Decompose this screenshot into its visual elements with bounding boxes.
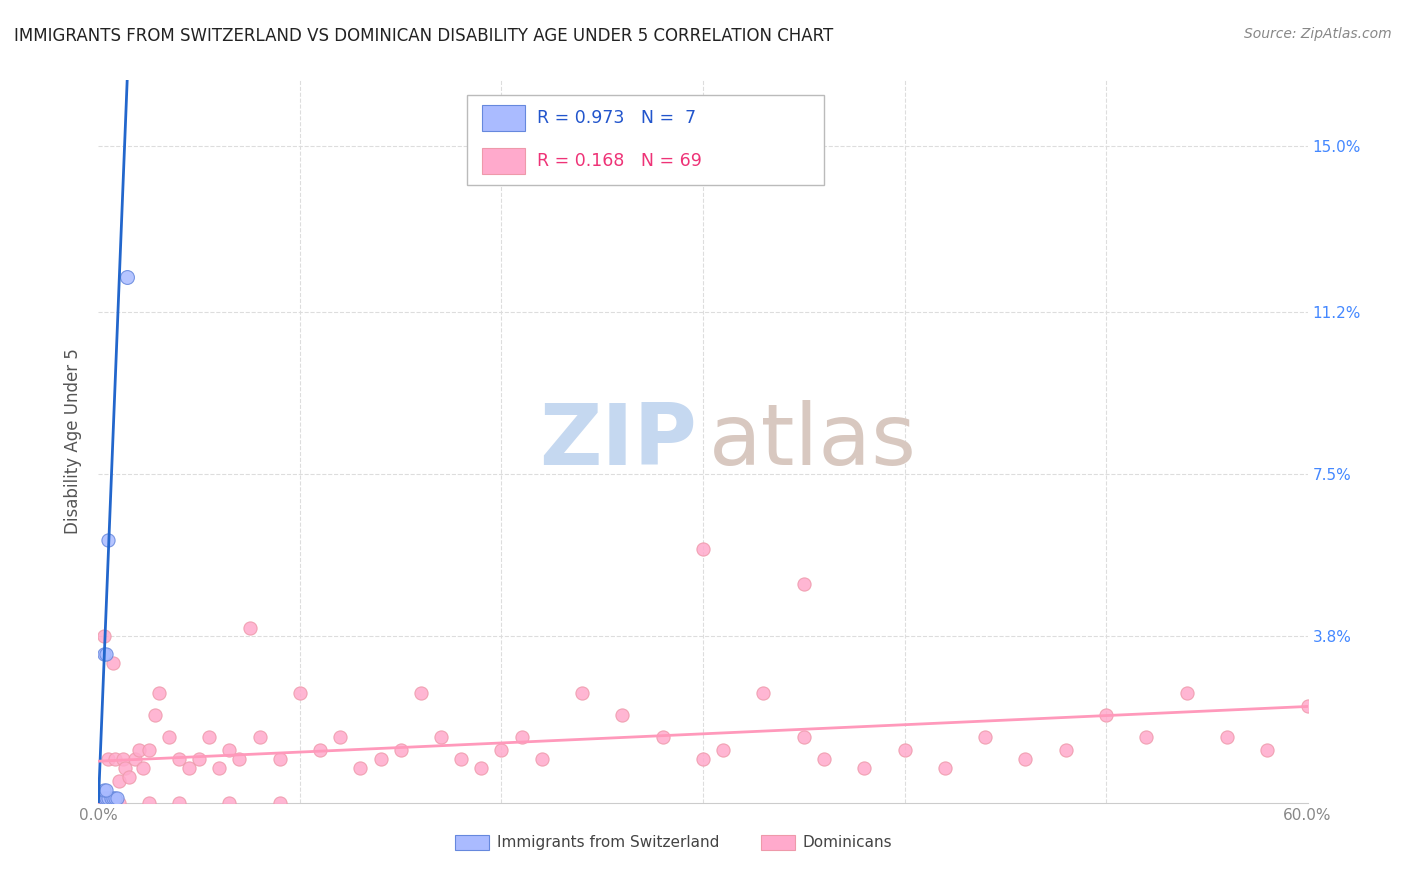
Point xyxy=(692,541,714,556)
Point xyxy=(188,752,211,766)
Point xyxy=(107,773,129,788)
Point xyxy=(157,730,180,744)
Point xyxy=(934,761,956,775)
Point xyxy=(853,761,876,775)
Point xyxy=(793,577,815,591)
Point xyxy=(228,752,250,766)
Text: atlas: atlas xyxy=(709,400,917,483)
FancyBboxPatch shape xyxy=(467,95,824,185)
Point xyxy=(1095,708,1118,723)
Point xyxy=(309,743,332,757)
Point xyxy=(793,730,815,744)
Point xyxy=(612,708,634,723)
Point xyxy=(329,730,352,744)
Point xyxy=(100,791,122,805)
Text: Dominicans: Dominicans xyxy=(803,835,891,850)
Point xyxy=(1135,730,1157,744)
Point xyxy=(103,752,125,766)
FancyBboxPatch shape xyxy=(482,105,526,131)
Point xyxy=(128,743,150,757)
Point xyxy=(430,730,453,744)
Point xyxy=(138,796,160,810)
Point xyxy=(143,708,166,723)
Point xyxy=(1014,752,1036,766)
Point xyxy=(97,796,120,810)
Point xyxy=(692,752,714,766)
Point xyxy=(249,730,271,744)
Point xyxy=(1296,699,1319,714)
FancyBboxPatch shape xyxy=(482,148,526,174)
Text: IMMIGRANTS FROM SWITZERLAND VS DOMINICAN DISABILITY AGE UNDER 5 CORRELATION CHAR: IMMIGRANTS FROM SWITZERLAND VS DOMINICAN… xyxy=(14,27,834,45)
Point xyxy=(107,796,129,810)
FancyBboxPatch shape xyxy=(456,835,489,850)
Point xyxy=(97,791,120,805)
Point xyxy=(138,743,160,757)
Point xyxy=(510,730,533,744)
Point xyxy=(711,743,734,757)
Point xyxy=(93,796,115,810)
Point xyxy=(167,752,190,766)
Point xyxy=(1256,743,1278,757)
Point xyxy=(93,629,115,643)
Point xyxy=(218,796,240,810)
Point xyxy=(269,752,291,766)
Point xyxy=(1175,686,1198,700)
Text: Immigrants from Switzerland: Immigrants from Switzerland xyxy=(498,835,720,850)
Point xyxy=(111,752,134,766)
Point xyxy=(198,730,221,744)
Point xyxy=(105,791,128,805)
Point xyxy=(239,621,262,635)
Point xyxy=(491,743,513,757)
Point xyxy=(103,791,125,805)
Point xyxy=(179,761,201,775)
Text: R = 0.168   N = 69: R = 0.168 N = 69 xyxy=(537,153,702,170)
Point xyxy=(101,656,124,670)
Point xyxy=(114,761,136,775)
Point xyxy=(93,782,115,797)
Point xyxy=(208,761,231,775)
Point xyxy=(409,686,432,700)
Point xyxy=(1054,743,1077,757)
Point xyxy=(349,761,371,775)
Point xyxy=(651,730,673,744)
Point xyxy=(389,743,412,757)
Point xyxy=(118,770,141,784)
Point xyxy=(530,752,553,766)
Point xyxy=(96,791,118,805)
Point xyxy=(97,752,120,766)
Point xyxy=(101,791,124,805)
Point xyxy=(370,752,392,766)
Text: ZIP: ZIP xyxy=(540,400,697,483)
Point xyxy=(269,796,291,810)
Point xyxy=(93,647,115,661)
Y-axis label: Disability Age Under 5: Disability Age Under 5 xyxy=(65,349,83,534)
Point xyxy=(450,752,472,766)
FancyBboxPatch shape xyxy=(761,835,794,850)
Text: Source: ZipAtlas.com: Source: ZipAtlas.com xyxy=(1244,27,1392,41)
Point xyxy=(974,730,997,744)
Point xyxy=(1216,730,1239,744)
Point xyxy=(752,686,775,700)
Point xyxy=(167,796,190,810)
Point xyxy=(115,270,138,285)
Text: R = 0.973   N =  7: R = 0.973 N = 7 xyxy=(537,109,696,127)
Point xyxy=(96,647,118,661)
Point xyxy=(813,752,835,766)
Point xyxy=(132,761,155,775)
Point xyxy=(93,791,115,805)
Point xyxy=(124,752,146,766)
Point xyxy=(218,743,240,757)
Point xyxy=(893,743,915,757)
Point xyxy=(288,686,311,700)
Point xyxy=(470,761,492,775)
Point xyxy=(571,686,593,700)
Point xyxy=(97,533,120,547)
Point xyxy=(148,686,170,700)
Point xyxy=(96,782,118,797)
